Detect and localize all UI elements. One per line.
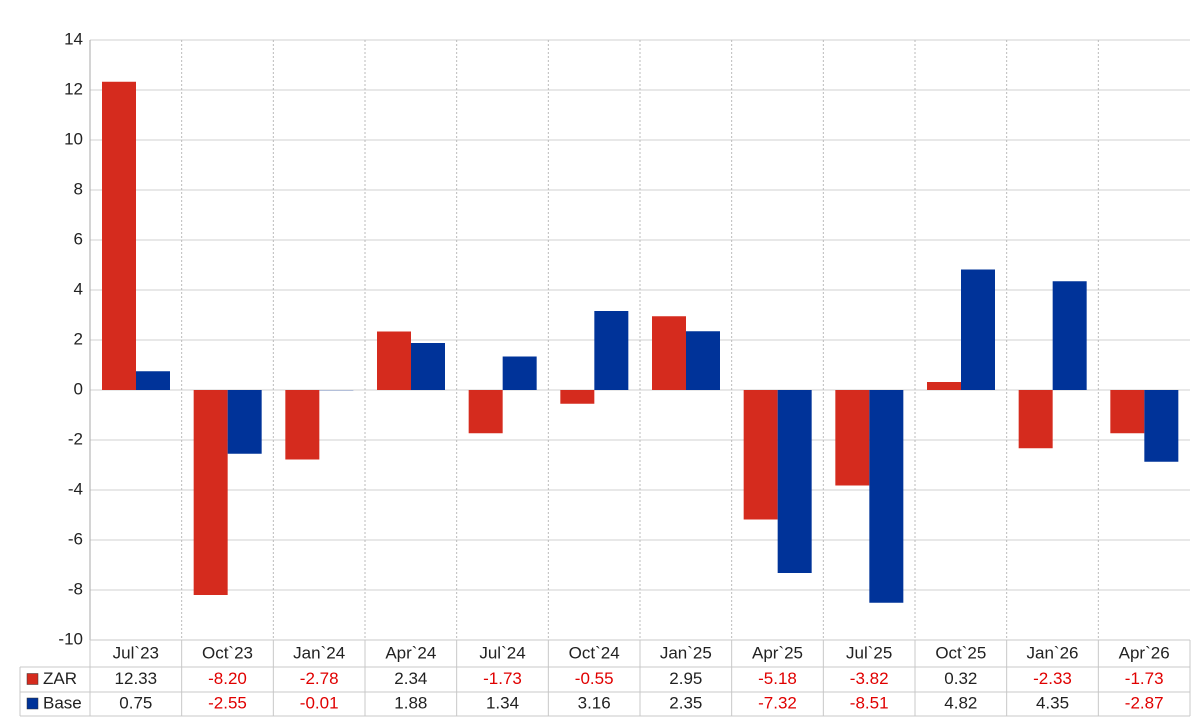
bar [468,390,503,434]
x-tick-label: Jul`25 [846,643,892,662]
table-value: -7.32 [758,693,797,712]
x-tick-label: Jan`26 [1027,643,1079,662]
table-value: 3.16 [578,693,611,712]
table-value: -2.55 [208,693,247,712]
x-tick-label: Oct`24 [569,643,620,662]
x-tick-label: Jul`23 [113,643,159,662]
y-tick-label: -4 [68,479,83,498]
legend-swatch [26,697,39,710]
table-value: -0.55 [575,669,614,688]
table-value: 1.88 [394,693,427,712]
y-tick-label: 4 [74,279,83,298]
bar [560,390,595,404]
x-tick-label: Apr`25 [752,643,803,662]
y-tick-label: -2 [68,429,83,448]
bar [1144,390,1179,462]
table-value: 2.34 [394,669,427,688]
bar [411,343,445,390]
bar [835,390,870,486]
y-tick-label: 12 [64,79,83,98]
table-value: 4.82 [944,693,977,712]
table-value: -0.01 [300,693,339,712]
y-tick-label: 8 [74,179,83,198]
table-value: 12.33 [115,669,158,688]
bar [743,390,778,520]
table-value: 0.32 [944,669,977,688]
x-tick-label: Jan`25 [660,643,712,662]
y-tick-label: -8 [68,579,83,598]
bar [502,356,537,390]
table-value: -5.18 [758,669,797,688]
bar [961,269,995,390]
x-tick-label: Oct`23 [202,643,253,662]
bar [377,331,411,390]
x-tick-label: Apr`26 [1119,643,1170,662]
x-tick-label: Jul`24 [479,643,525,662]
bar [1018,390,1053,449]
bar [869,390,904,603]
table-value: -2.87 [1125,693,1164,712]
table-value: -1.73 [1125,669,1164,688]
table-value: -3.82 [850,669,889,688]
bar [227,390,262,454]
bar [594,311,629,390]
bar [686,331,720,390]
table-value: 0.75 [119,693,152,712]
bar [927,382,961,390]
bar [136,371,170,390]
y-tick-label: 0 [74,379,83,398]
bar [193,390,228,595]
x-tick-label: Jan`24 [293,643,345,662]
legend-label: ZAR [43,669,77,688]
bar [1110,390,1145,434]
table-value: 2.35 [669,693,702,712]
bar [285,390,320,460]
table-value: -2.33 [1033,669,1072,688]
y-tick-label: -6 [68,529,83,548]
legend-swatch [26,673,39,685]
table-value: 2.95 [669,669,702,688]
table-value: 4.35 [1036,693,1069,712]
y-tick-label: -10 [58,629,83,648]
x-tick-label: Apr`24 [385,643,436,662]
table-value: -8.20 [208,669,247,688]
y-tick-label: 6 [74,229,83,248]
x-tick-label: Oct`25 [935,643,986,662]
bar [652,316,686,390]
bar [777,390,812,573]
legend-label: Base [43,693,82,712]
y-tick-label: 14 [64,29,83,48]
y-tick-label: 10 [64,129,83,148]
table-value: -8.51 [850,693,889,712]
bar [102,81,136,390]
y-tick-label: 2 [74,329,83,348]
table-value: -1.73 [483,669,522,688]
table-value: -2.78 [300,669,339,688]
table-value: 1.34 [486,693,519,712]
bar [1052,281,1087,390]
